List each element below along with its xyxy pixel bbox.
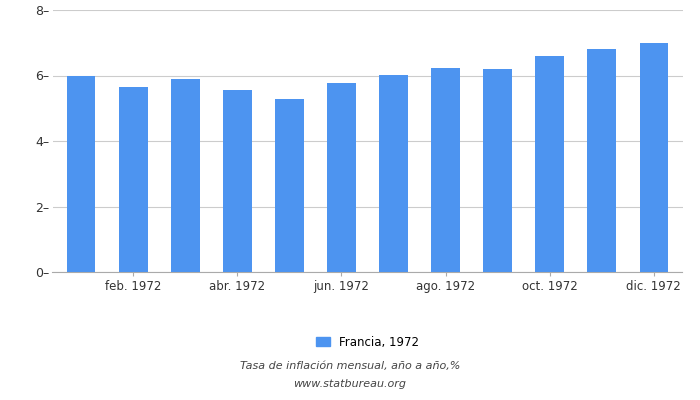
Bar bbox=[327, 83, 356, 272]
Bar bbox=[379, 75, 408, 272]
Text: www.statbureau.org: www.statbureau.org bbox=[293, 379, 407, 389]
Bar bbox=[431, 68, 460, 272]
Bar bbox=[171, 80, 199, 272]
Bar bbox=[119, 87, 148, 272]
Bar bbox=[587, 49, 616, 272]
Legend: Francia, 1972: Francia, 1972 bbox=[316, 336, 419, 348]
Bar bbox=[483, 69, 512, 272]
Bar bbox=[640, 43, 668, 272]
Text: Tasa de inflación mensual, año a año,%: Tasa de inflación mensual, año a año,% bbox=[240, 361, 460, 371]
Bar bbox=[223, 90, 252, 272]
Bar bbox=[536, 56, 564, 272]
Bar bbox=[275, 100, 304, 272]
Bar bbox=[66, 76, 95, 272]
